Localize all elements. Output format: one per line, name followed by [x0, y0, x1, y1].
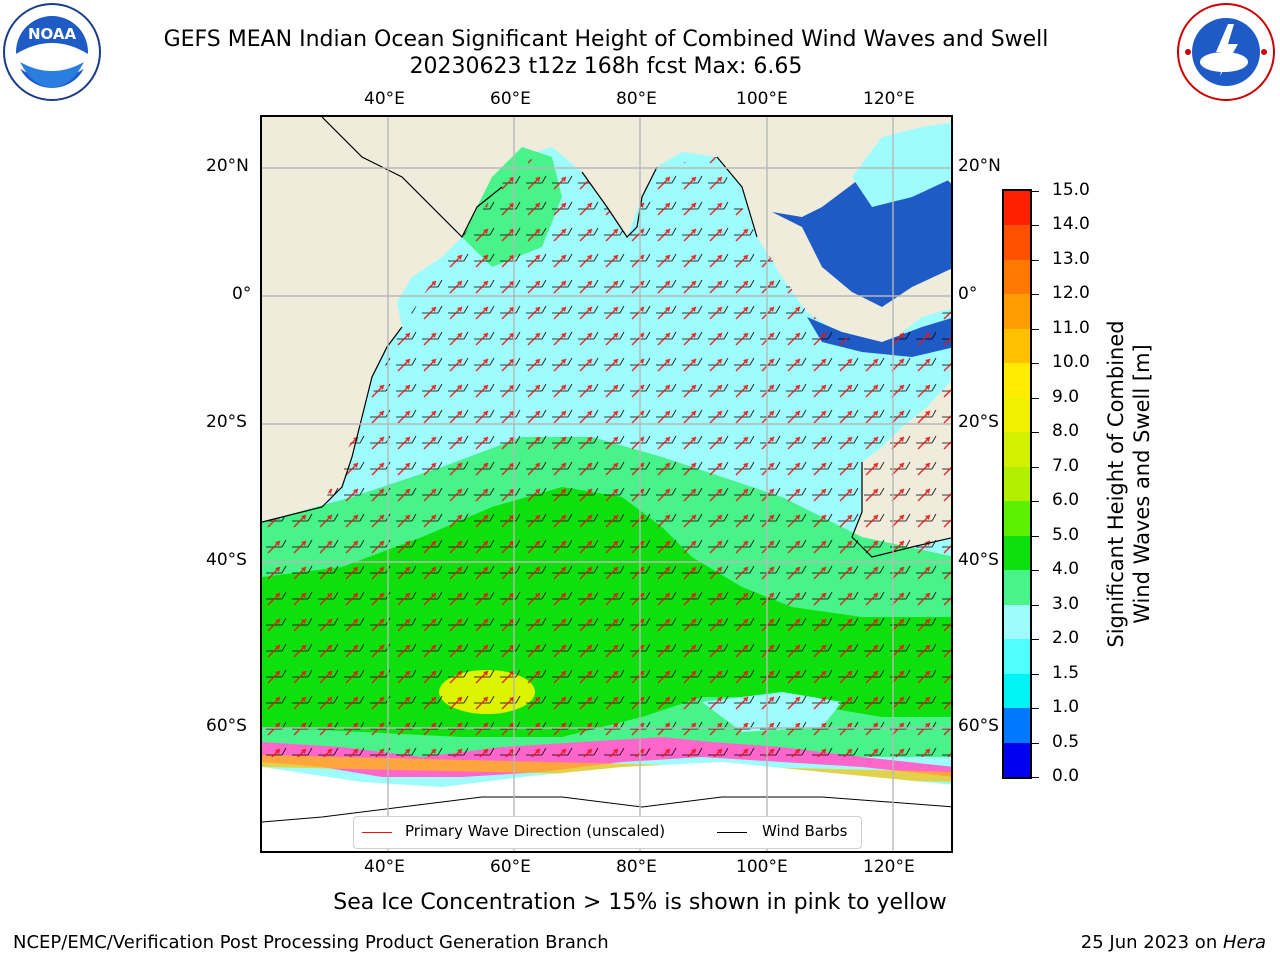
colorbar-tick — [1032, 225, 1039, 227]
lon-tick-bottom-80e: 80°E — [616, 857, 657, 877]
legend-wind-barbs: Wind Barbs — [762, 822, 848, 840]
lat-tick-left-60s: 60°S — [206, 716, 247, 736]
lon-tick-top-100e: 100°E — [736, 89, 788, 109]
colorbar-segment — [1004, 466, 1030, 502]
colorbar-tick — [1032, 294, 1039, 296]
colorbar-segment — [1004, 363, 1030, 399]
colorbar-tick-label: 6.0 — [1052, 490, 1080, 511]
colorbar-tick-label: 13.0 — [1052, 248, 1090, 269]
colorbar-tick — [1032, 535, 1039, 537]
colorbar-tick-label: 1.0 — [1052, 697, 1080, 718]
footer-host: Hera — [1222, 932, 1266, 953]
colorbar-tick-label: 3.0 — [1052, 593, 1080, 614]
chart-title: GEFS MEAN Indian Ocean Significant Heigh… — [163, 27, 1049, 52]
colorbar-tick — [1032, 604, 1039, 606]
chart-subtitle: 20230623 t12z 168h fcst Max: 6.65 — [409, 54, 803, 79]
colorbar-segment — [1004, 328, 1030, 364]
colorbar-tick-label: 0.0 — [1052, 766, 1080, 786]
colorbar-tick — [1032, 328, 1039, 330]
colorbar-segment — [1004, 604, 1030, 640]
lat-tick-left-20n: 20°N — [206, 156, 249, 176]
colorbar-segment — [1004, 294, 1030, 330]
nws-logo — [1176, 2, 1276, 106]
wind-barbs-swatch — [717, 832, 747, 833]
footer-date-text: 25 Jun 2023 on — [1080, 932, 1223, 953]
colorbar-segment — [1004, 673, 1030, 709]
colorbar-tick-label: 5.0 — [1052, 524, 1080, 545]
lat-tick-right-20n: 20°N — [958, 156, 1001, 176]
colorbar-title: Significant Height of Combined Wind Wave… — [1104, 320, 1154, 648]
colorbar-tick-label: 9.0 — [1052, 386, 1080, 407]
colorbar-tick-label: 11.0 — [1052, 317, 1090, 338]
lat-tick-left-40s: 40°S — [206, 550, 247, 570]
colorbar-tick — [1032, 191, 1039, 192]
colorbar-tick-label: 8.0 — [1052, 421, 1080, 442]
lat-tick-right-60s: 60°S — [958, 716, 999, 736]
lat-tick-right-40s: 40°S — [958, 550, 999, 570]
wave-height-map — [260, 115, 953, 853]
noaa-logo-text: NOAA — [28, 25, 77, 43]
colorbar-tick-label: 2.0 — [1052, 628, 1080, 649]
colorbar-segment — [1004, 259, 1030, 295]
colorbar-segment — [1004, 742, 1030, 778]
map-legend: Primary Wave Direction (unscaled) Wind B… — [353, 816, 862, 849]
colorbar-tick — [1032, 673, 1039, 675]
colorbar-tick — [1032, 570, 1039, 572]
colorbar-tick — [1032, 742, 1039, 744]
colorbar-tick-label: 4.0 — [1052, 559, 1080, 580]
colorbar-tick — [1032, 466, 1039, 468]
wave-direction-swatch — [362, 832, 392, 833]
colorbar-tick-label: 14.0 — [1052, 214, 1090, 235]
colorbar-tick-label: 0.5 — [1052, 731, 1080, 752]
colorbar-tick — [1032, 708, 1039, 710]
colorbar-tick — [1032, 397, 1039, 399]
sea-ice-note: Sea Ice Concentration > 15% is shown in … — [333, 890, 947, 915]
colorbar-tick — [1032, 639, 1039, 641]
colorbar — [1002, 189, 1032, 779]
colorbar-tick-label: 12.0 — [1052, 283, 1090, 304]
colorbar-tick — [1032, 777, 1039, 778]
lat-tick-right-20s: 20°S — [958, 412, 999, 432]
footer-credit: NCEP/EMC/Verification Post Processing Pr… — [13, 932, 609, 953]
colorbar-segment — [1004, 535, 1030, 571]
lon-tick-bottom-120e: 120°E — [863, 857, 915, 877]
colorbar-segment — [1004, 570, 1030, 606]
colorbar-tick-label: 10.0 — [1052, 352, 1090, 373]
colorbar-segment — [1004, 501, 1030, 537]
colorbar-tick — [1032, 363, 1039, 365]
lon-tick-top-40e: 40°E — [364, 89, 405, 109]
colorbar-tick — [1032, 432, 1039, 434]
colorbar-segment — [1004, 191, 1030, 226]
colorbar-segment — [1004, 225, 1030, 261]
colorbar-segment — [1004, 397, 1030, 433]
lat-tick-right-0: 0° — [958, 284, 978, 304]
legend-wave-direction: Primary Wave Direction (unscaled) — [405, 822, 666, 840]
lon-tick-bottom-40e: 40°E — [364, 857, 405, 877]
noaa-logo: NOAA — [2, 2, 102, 106]
colorbar-tick — [1032, 501, 1039, 503]
footer-date: 25 Jun 2023 on Hera — [1081, 932, 1266, 953]
colorbar-segment — [1004, 639, 1030, 675]
colorbar-tick-label: 15.0 — [1052, 180, 1090, 200]
lon-tick-top-60e: 60°E — [490, 89, 531, 109]
lat-tick-left-20s: 20°S — [206, 412, 247, 432]
lon-tick-bottom-100e: 100°E — [736, 857, 788, 877]
lat-tick-left-0: 0° — [232, 284, 252, 304]
colorbar-segment — [1004, 432, 1030, 468]
lon-tick-top-120e: 120°E — [863, 89, 915, 109]
colorbar-segment — [1004, 708, 1030, 744]
colorbar-tick-label: 1.5 — [1052, 662, 1080, 683]
colorbar-tick-label: 7.0 — [1052, 455, 1080, 476]
lon-tick-bottom-60e: 60°E — [490, 857, 531, 877]
lon-tick-top-80e: 80°E — [616, 89, 657, 109]
colorbar-tick — [1032, 259, 1039, 261]
